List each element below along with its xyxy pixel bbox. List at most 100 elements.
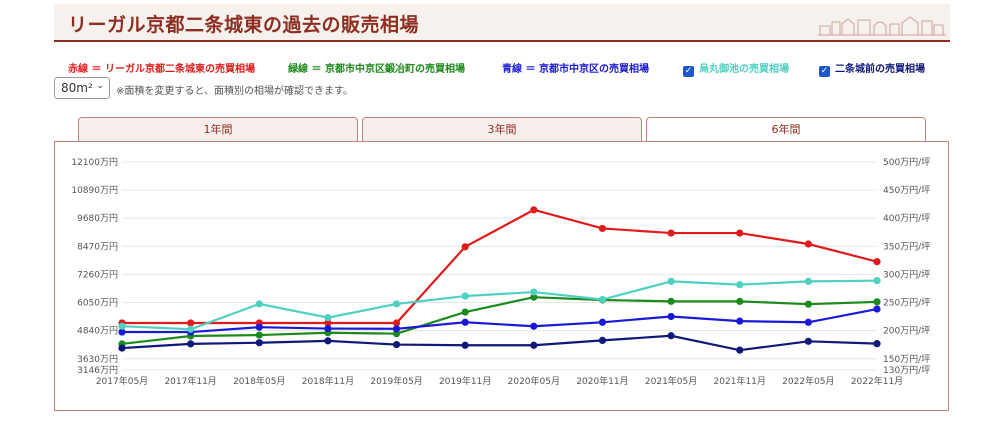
data-point <box>530 341 538 349</box>
data-point <box>736 317 744 325</box>
y-right-tick-label: 200万円/坪 <box>883 326 930 337</box>
area-select[interactable]: 80m² ⌄ <box>54 77 110 99</box>
y-right-tick-label: 350万円/坪 <box>883 241 930 252</box>
y-left-tick-label: 3630万円 <box>77 354 118 365</box>
data-point <box>873 340 881 348</box>
price-trend-chart: 12100万円 10890万円 9680万円 8470万円 7260万円 6050万円 48… <box>71 157 930 387</box>
data-point <box>187 319 195 327</box>
legend-blue: 青線 ＝ 京都市中京区の売買相場 <box>502 64 649 75</box>
data-point <box>736 229 744 237</box>
legend-checkbox-label: 二条城前の売買相場 <box>835 64 925 75</box>
data-point <box>392 325 401 333</box>
y-left-tick-label: 10890万円 <box>71 185 118 196</box>
data-point <box>255 300 263 308</box>
y-left-tick-label: 4840万円 <box>77 326 118 337</box>
data-point <box>804 337 812 345</box>
data-point <box>804 318 812 326</box>
y-left-tick-label: 3146万円 <box>77 365 118 376</box>
checkbox-checked-icon[interactable]: ✓ <box>683 66 694 77</box>
x-tick-label: 2021年11月 <box>714 375 766 387</box>
data-point <box>118 328 126 336</box>
page-title: リーガル京都二条城東の過去の販売相場 <box>68 14 420 36</box>
legend-red: 赤線 ＝ リーガル京都二条城東の売買相場 <box>68 64 255 75</box>
data-point <box>804 300 812 308</box>
y-right-tick-label: 500万円/坪 <box>883 157 930 168</box>
data-point <box>461 292 469 300</box>
x-tick-label: 2022年05月 <box>782 375 834 387</box>
data-point <box>667 297 675 305</box>
data-point <box>255 323 263 331</box>
y-right-tick-label: 150万円/坪 <box>883 354 930 365</box>
y-left-tick-label: 12100万円 <box>71 157 118 168</box>
area-note: ※面積を変更すると、面積別の相場が確認できます。 <box>116 86 353 97</box>
series-line <box>121 279 878 331</box>
x-tick-label: 2019年05月 <box>370 375 422 387</box>
legend-green: 緑線 ＝ 京都市中京区鍛冶町の売買相場 <box>288 64 465 75</box>
chart-panel: 12100万円 10890万円 9680万円 8470万円 7260万円 6050万円 48… <box>54 141 949 411</box>
data-point <box>804 277 812 286</box>
y-right-tick-label: 130万円/坪 <box>883 365 930 376</box>
data-point <box>736 281 744 289</box>
data-point <box>530 293 538 301</box>
data-point <box>461 341 469 349</box>
y-left-tick-label: 6050万円 <box>77 298 118 309</box>
page-header: リーガル京都二条城東の過去の販売相場 <box>54 4 950 42</box>
data-point <box>118 344 126 352</box>
data-point <box>598 224 607 233</box>
x-tick-label: 2018年05月 <box>233 375 285 387</box>
data-point <box>598 295 607 304</box>
data-point <box>530 322 538 330</box>
data-point <box>598 336 607 345</box>
y-left-tick-label: 8470万円 <box>77 241 118 252</box>
series-line <box>121 334 878 352</box>
city-skyline-icon <box>818 16 946 36</box>
data-point <box>736 297 744 305</box>
data-point <box>873 277 881 285</box>
data-point <box>392 300 401 308</box>
data-point <box>187 325 195 333</box>
chevron-down-icon: ⌄ <box>96 81 104 91</box>
x-tick-label: 2020年05月 <box>508 375 560 387</box>
data-point <box>324 314 332 322</box>
data-point <box>187 340 195 348</box>
x-tick-label: 2019年11月 <box>439 375 491 387</box>
data-point <box>667 312 675 321</box>
data-point <box>461 243 469 251</box>
data-point <box>873 298 881 306</box>
y-right-tick-label: 300万円/坪 <box>883 269 930 280</box>
series-line <box>121 296 878 345</box>
legend-checkbox-nijojo-mae[interactable]: ✓ 二条城前の売買相場 <box>819 60 925 77</box>
data-point <box>804 240 812 248</box>
data-point <box>873 305 881 313</box>
data-point <box>530 206 538 214</box>
data-point <box>324 337 332 345</box>
y-right-tick-label: 450万円/坪 <box>883 185 930 196</box>
series-line <box>122 307 878 334</box>
x-tick-label: 2020年11月 <box>576 375 628 387</box>
legend-checkbox-karasuma-oike[interactable]: ✓ 烏丸御池の売買相場 <box>683 60 789 77</box>
y-right-tick-label: 400万円/坪 <box>883 213 930 224</box>
tab-1-year[interactable]: 1年間 <box>78 117 358 141</box>
data-point <box>461 308 469 316</box>
data-point <box>324 319 332 327</box>
data-point <box>461 318 469 326</box>
tab-6-years[interactable]: 6年間 <box>646 117 926 143</box>
x-tick-label: 2022年11月 <box>851 375 903 387</box>
y-left-tick-label: 9680万円 <box>77 213 118 224</box>
data-point <box>667 277 675 286</box>
data-point <box>255 331 263 339</box>
data-point <box>530 288 538 296</box>
data-point <box>324 324 332 333</box>
y-right-tick-label: 250万円/坪 <box>883 298 930 309</box>
data-point <box>392 319 401 327</box>
tab-3-years[interactable]: 3年間 <box>362 117 642 141</box>
data-point <box>736 346 744 354</box>
checkbox-checked-icon[interactable]: ✓ <box>819 66 830 77</box>
area-select-value: 80m² <box>61 81 93 95</box>
x-tick-label: 2021年05月 <box>645 375 697 387</box>
x-tick-label: 2017年11月 <box>164 375 216 387</box>
series-line <box>122 208 878 325</box>
x-tick-label: 2018年11月 <box>302 375 354 387</box>
data-point <box>873 258 881 266</box>
x-tick-label: 2017年05月 <box>96 375 148 387</box>
